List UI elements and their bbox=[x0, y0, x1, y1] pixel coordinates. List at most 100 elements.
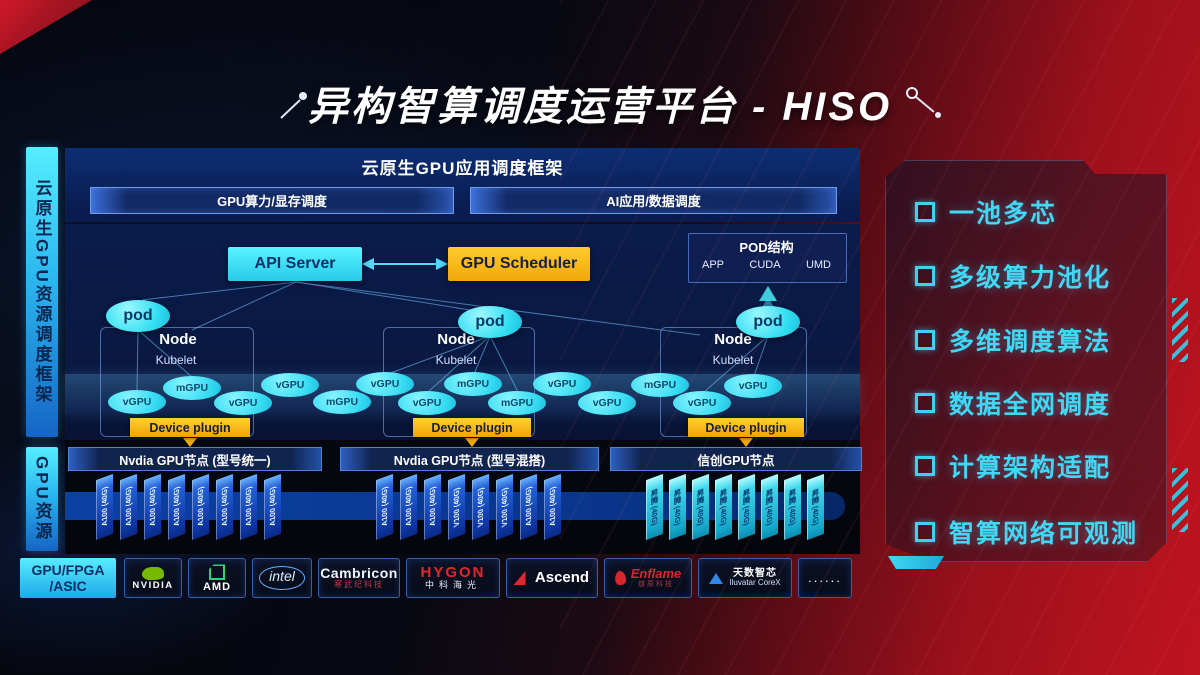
gpu-ellipse: vGPU bbox=[108, 390, 166, 414]
gpu-ellipse: mGPU bbox=[163, 376, 221, 400]
device-plugin-box: Device plugin bbox=[688, 418, 804, 437]
gpu-ellipse: mGPU bbox=[631, 373, 689, 397]
gpu-ellipse: vGPU bbox=[673, 391, 731, 415]
gpu-card: V100 (40G) bbox=[472, 473, 489, 541]
gpu-card-label: V100 (40G) bbox=[452, 485, 461, 529]
gpu-card-label: 昇腾 (40G) bbox=[765, 487, 774, 527]
pod-ellipse: pod bbox=[736, 306, 800, 338]
kubelet-label: Kubelet bbox=[435, 353, 477, 367]
gpu-card: A100 (40G) bbox=[168, 473, 185, 541]
gpu-card-label: 昇腾 (40G) bbox=[742, 487, 751, 527]
vendor-text: AMD bbox=[203, 581, 231, 593]
vendor-name: Ascend bbox=[534, 568, 590, 586]
gpu-card: A100 (40G) bbox=[240, 473, 257, 541]
left-rail-scheduling-framework: 云原生GPU资源调度框架 bbox=[26, 147, 58, 437]
feature-row: 数据全网调度 bbox=[915, 385, 1111, 421]
vendor-name: Enflame bbox=[630, 566, 682, 581]
gpu-compute-memory-scheduling-bar: GPU算力/显存调度 bbox=[90, 187, 454, 214]
gpu-card-label: A100 (40G) bbox=[244, 485, 253, 529]
title-row: 异构智算调度运营平台 - HISO bbox=[0, 74, 1200, 132]
gpu-card: 昇腾 (40G) bbox=[784, 473, 801, 541]
vendor-name: ...... bbox=[808, 569, 842, 585]
gpu-card: 昇腾 (40G) bbox=[807, 473, 824, 541]
gpu-node-bar: Nvdia GPU节点 (型号混搭) bbox=[340, 447, 599, 471]
gpu-ellipse: vGPU bbox=[578, 391, 636, 415]
vendor-category-line2: /ASIC bbox=[49, 578, 87, 594]
gpu-ellipse: mGPU bbox=[313, 390, 371, 414]
device-plugin-box: Device plugin bbox=[130, 418, 250, 437]
gpu-card-label: A100 (40G) bbox=[172, 485, 181, 529]
pod-structure-items: APP CUDA UMD bbox=[694, 259, 839, 271]
gpu-ellipse: vGPU bbox=[356, 372, 414, 396]
vendor-cambricon: Cambricon 寒武纪科技 bbox=[318, 558, 400, 598]
gpu-card-label: A100 (40G) bbox=[124, 485, 133, 529]
gpu-card-label: A100 (40G) bbox=[220, 485, 229, 529]
device-plugin-box: Device plugin bbox=[413, 418, 531, 437]
feature-label: 数据全网调度 bbox=[949, 391, 1112, 419]
square-bullet-icon bbox=[915, 456, 935, 476]
gpu-card: 昇腾 (40G) bbox=[692, 473, 709, 541]
feature-row: 计算架构适配 bbox=[915, 448, 1111, 484]
pod-ellipse: pod bbox=[106, 300, 170, 332]
vendor-name: HYGON bbox=[420, 563, 486, 581]
vendor-ascend: Ascend bbox=[506, 558, 598, 598]
gpu-card: V100 (40G) bbox=[448, 473, 465, 541]
vendor-name: Cambricon bbox=[320, 564, 398, 581]
vendor-name: AMD bbox=[202, 581, 232, 594]
nvidia-logo-icon bbox=[142, 566, 164, 580]
gpu-ellipse: vGPU bbox=[261, 373, 319, 397]
vendor-text: ...... bbox=[808, 569, 842, 585]
vendor-nvidia: NVIDIA bbox=[124, 558, 182, 598]
gpu-card: A100 (40G) bbox=[120, 473, 137, 541]
gpu-card: 昇腾 (40G) bbox=[761, 473, 778, 541]
feature-label: 多级算力池化 bbox=[949, 264, 1112, 292]
feature-label: 计算架构适配 bbox=[949, 454, 1112, 482]
gpu-card: A100 (40G) bbox=[544, 473, 561, 541]
vendor-text: Enflame 燧原科技 bbox=[630, 566, 682, 589]
square-bullet-icon bbox=[915, 330, 935, 350]
gpu-card: A100 (40G) bbox=[216, 473, 233, 541]
gpu-card-label: A100 (40G) bbox=[404, 485, 413, 529]
hazard-stripes-icon bbox=[1172, 468, 1188, 532]
vendor-more: ...... bbox=[798, 558, 852, 598]
gpu-card-label: A100 (40G) bbox=[428, 485, 437, 529]
kubelet-label: Kubelet bbox=[155, 353, 197, 367]
vendor-text: Cambricon 寒武纪科技 bbox=[320, 564, 398, 590]
vendor-subtitle: 中科海光 bbox=[424, 580, 481, 591]
pod-item-app: APP bbox=[702, 259, 725, 271]
gpu-scheduler-box: GPU Scheduler bbox=[448, 247, 590, 281]
vendor-text: intel bbox=[259, 566, 305, 590]
feature-label: 多维调度算法 bbox=[949, 328, 1112, 356]
gpu-card: 昇腾 (40G) bbox=[669, 473, 686, 541]
gpu-card-label: A100 (40G) bbox=[100, 485, 109, 529]
feature-label: 智算网络可观测 bbox=[949, 520, 1139, 548]
vendor-text: NVIDIA bbox=[132, 580, 173, 591]
gpu-card-label: 昇腾 (40G) bbox=[811, 487, 820, 527]
node-label: Node bbox=[159, 331, 197, 348]
gpu-card: A100 (40G) bbox=[520, 473, 537, 541]
vendor-intel: intel bbox=[252, 558, 312, 598]
square-bullet-icon bbox=[915, 266, 935, 286]
gpu-card-label: 昇腾 (40G) bbox=[788, 487, 797, 527]
left-rail-bottom-label: GPU资源 bbox=[32, 456, 52, 542]
features-panel bbox=[885, 160, 1167, 562]
api-server-box: API Server bbox=[228, 247, 362, 281]
vendor-subtitle: Iluvatar CoreX bbox=[729, 578, 781, 588]
enflame-logo-icon bbox=[614, 570, 627, 586]
ascend-logo-icon bbox=[513, 571, 529, 585]
gpu-ellipse: vGPU bbox=[214, 391, 272, 415]
ai-app-data-scheduling-bar: AI应用/数据调度 bbox=[470, 187, 837, 214]
pod-structure-title: POD结构 bbox=[739, 240, 794, 255]
left-rail-top-label: 云原生GPU资源调度框架 bbox=[32, 179, 52, 405]
pod-item-umd: UMD bbox=[805, 259, 831, 271]
hazard-stripes-icon bbox=[1172, 298, 1188, 362]
gpu-card: A100 (40G) bbox=[264, 473, 281, 541]
gpu-ellipse: vGPU bbox=[398, 391, 456, 415]
gpu-ellipse: mGPU bbox=[444, 372, 502, 396]
gpu-card: A100 (40G) bbox=[376, 473, 393, 541]
gpu-card: A100 (40G) bbox=[192, 473, 209, 541]
pod-structure-box bbox=[688, 233, 847, 283]
feature-row: 多级算力池化 bbox=[915, 258, 1111, 294]
gpu-card: A100 (40G) bbox=[96, 473, 113, 541]
gpu-ellipse: mGPU bbox=[488, 391, 546, 415]
